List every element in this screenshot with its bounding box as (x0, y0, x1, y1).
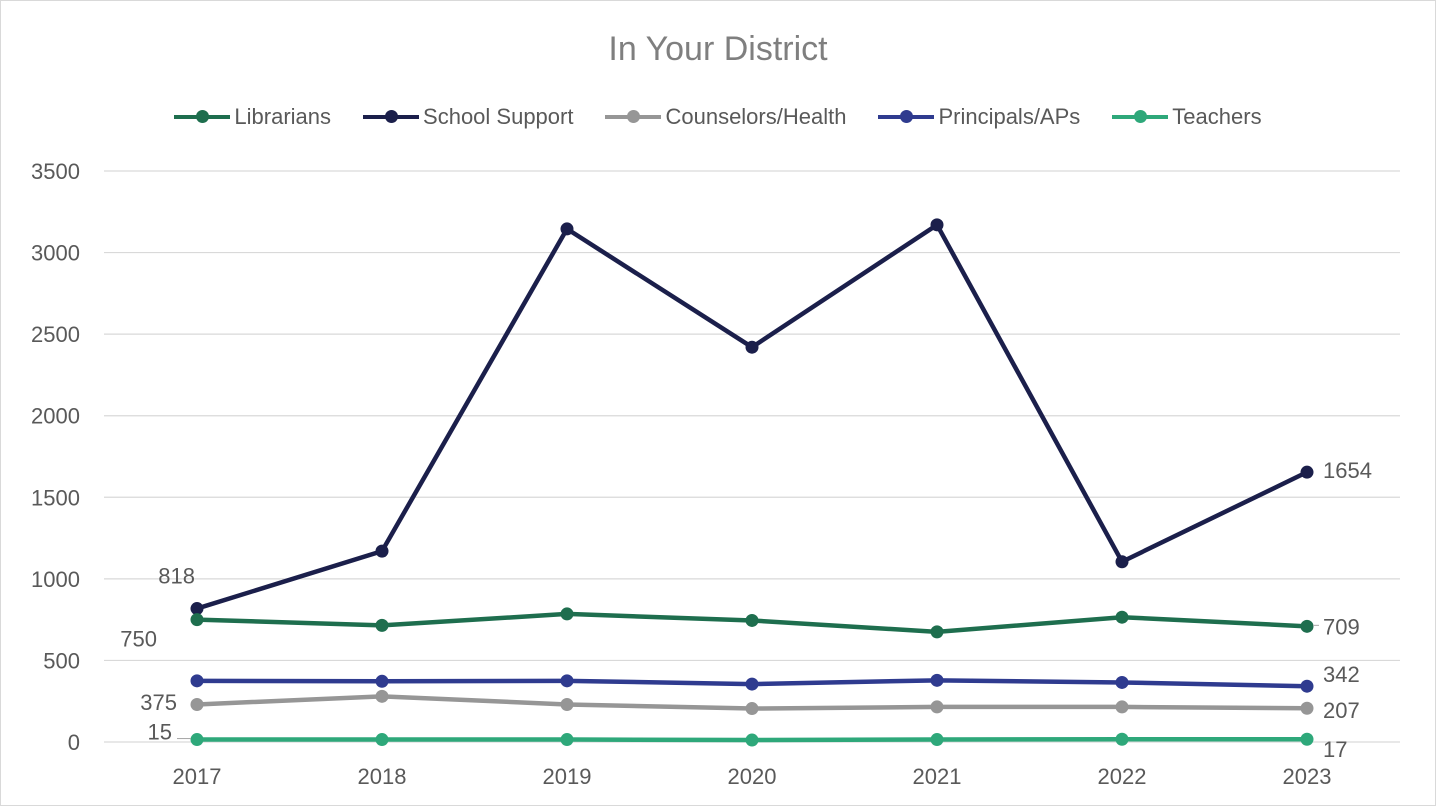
data-point-teachers-2023 (1300, 732, 1314, 746)
data-point-counselors-health-2019 (560, 697, 574, 711)
legend-item-librarians: Librarians (174, 104, 331, 130)
y-tick-2500: 2500 (31, 322, 80, 347)
data-point-school-support-2023 (1300, 465, 1314, 479)
legend-swatch-librarians (174, 110, 231, 123)
data-point-counselors-health-2020 (745, 702, 759, 716)
legend-label-principals-aps: Principals/APs (938, 104, 1081, 129)
data-point-school-support-2018 (375, 544, 389, 558)
data-label-principals-aps-2023: 342 (1323, 662, 1360, 687)
legend-label-librarians: Librarians (234, 104, 332, 129)
x-tick-2023: 2023 (1283, 764, 1332, 789)
data-point-principals-aps-2018 (375, 674, 389, 688)
data-point-counselors-health-2018 (375, 689, 389, 703)
data-point-school-support-2019 (560, 222, 574, 236)
data-point-principals-aps-2020 (745, 677, 759, 691)
x-tick-2022: 2022 (1098, 764, 1147, 789)
x-tick-2018: 2018 (358, 764, 407, 789)
data-point-teachers-2018 (375, 733, 389, 747)
data-point-librarians-2020 (745, 613, 759, 627)
data-point-principals-aps-2017 (190, 674, 204, 688)
legend-label-counselors-health: Counselors/Health (665, 104, 847, 129)
data-label-school-support-2017: 818 (158, 564, 195, 589)
legend-swatch-counselors-health (605, 110, 662, 123)
data-point-librarians-2018 (375, 618, 389, 632)
legend-item-teachers: Teachers (1112, 104, 1262, 130)
legend-item-principals-aps: Principals/APs (878, 104, 1080, 130)
y-tick-3000: 3000 (31, 241, 80, 266)
data-point-counselors-health-2017 (190, 697, 204, 711)
data-point-librarians-2023 (1300, 619, 1314, 633)
data-label-librarians-2023: 709 (1323, 614, 1360, 639)
y-tick-3500: 3500 (31, 159, 80, 184)
legend-swatch-teachers (1112, 110, 1169, 123)
legend-item-counselors-health: Counselors/Health (605, 104, 846, 130)
legend: Librarians School Support Counselors/Hea… (0, 104, 1436, 130)
series-line-school-support (196, 222, 1308, 611)
data-point-school-support-2021 (930, 218, 944, 232)
data-label-librarians-2017: 750 (120, 627, 157, 652)
data-point-teachers-2021 (930, 733, 944, 747)
data-point-teachers-2019 (560, 733, 574, 747)
x-tick-2019: 2019 (543, 764, 592, 789)
legend-item-school-support: School Support (363, 104, 573, 130)
data-label-teachers-2023: 17 (1323, 737, 1347, 762)
data-point-counselors-health-2023 (1300, 701, 1314, 715)
legend-swatch-principals-aps (878, 110, 935, 123)
data-label-teachers-2017: 15 (148, 720, 172, 745)
data-point-principals-aps-2019 (560, 674, 574, 688)
data-point-librarians-2021 (930, 625, 944, 639)
x-tick-2021: 2021 (913, 764, 962, 789)
y-tick-1000: 1000 (31, 567, 80, 592)
y-tick-0: 0 (68, 730, 80, 755)
data-point-librarians-2019 (560, 607, 574, 621)
y-tick-500: 500 (43, 648, 80, 673)
data-point-librarians-2017 (190, 613, 204, 627)
legend-label-school-support: School Support (423, 104, 574, 129)
data-label-principals-aps-2017: 375 (140, 690, 177, 715)
y-tick-1500: 1500 (31, 485, 80, 510)
data-point-principals-aps-2023 (1300, 679, 1314, 693)
data-point-teachers-2017 (190, 733, 204, 747)
data-point-librarians-2022 (1115, 610, 1129, 624)
data-point-counselors-health-2022 (1115, 700, 1129, 714)
data-point-school-support-2017 (190, 602, 204, 616)
data-point-principals-aps-2021 (930, 673, 944, 687)
x-tick-2020: 2020 (728, 764, 777, 789)
data-point-teachers-2020 (745, 733, 759, 747)
data-point-school-support-2022 (1115, 555, 1129, 569)
chart-title: In Your District (608, 30, 828, 68)
legend-swatch-school-support (363, 110, 420, 123)
x-tick-2017: 2017 (173, 764, 222, 789)
data-point-school-support-2020 (745, 340, 759, 354)
y-tick-2000: 2000 (31, 404, 80, 429)
data-label-counselors-health-2023: 207 (1323, 698, 1360, 723)
data-point-teachers-2022 (1115, 732, 1129, 746)
data-point-principals-aps-2022 (1115, 675, 1129, 689)
legend-label-teachers: Teachers (1172, 104, 1262, 129)
data-point-counselors-health-2021 (930, 700, 944, 714)
data-label-school-support-2023: 1654 (1323, 458, 1372, 483)
